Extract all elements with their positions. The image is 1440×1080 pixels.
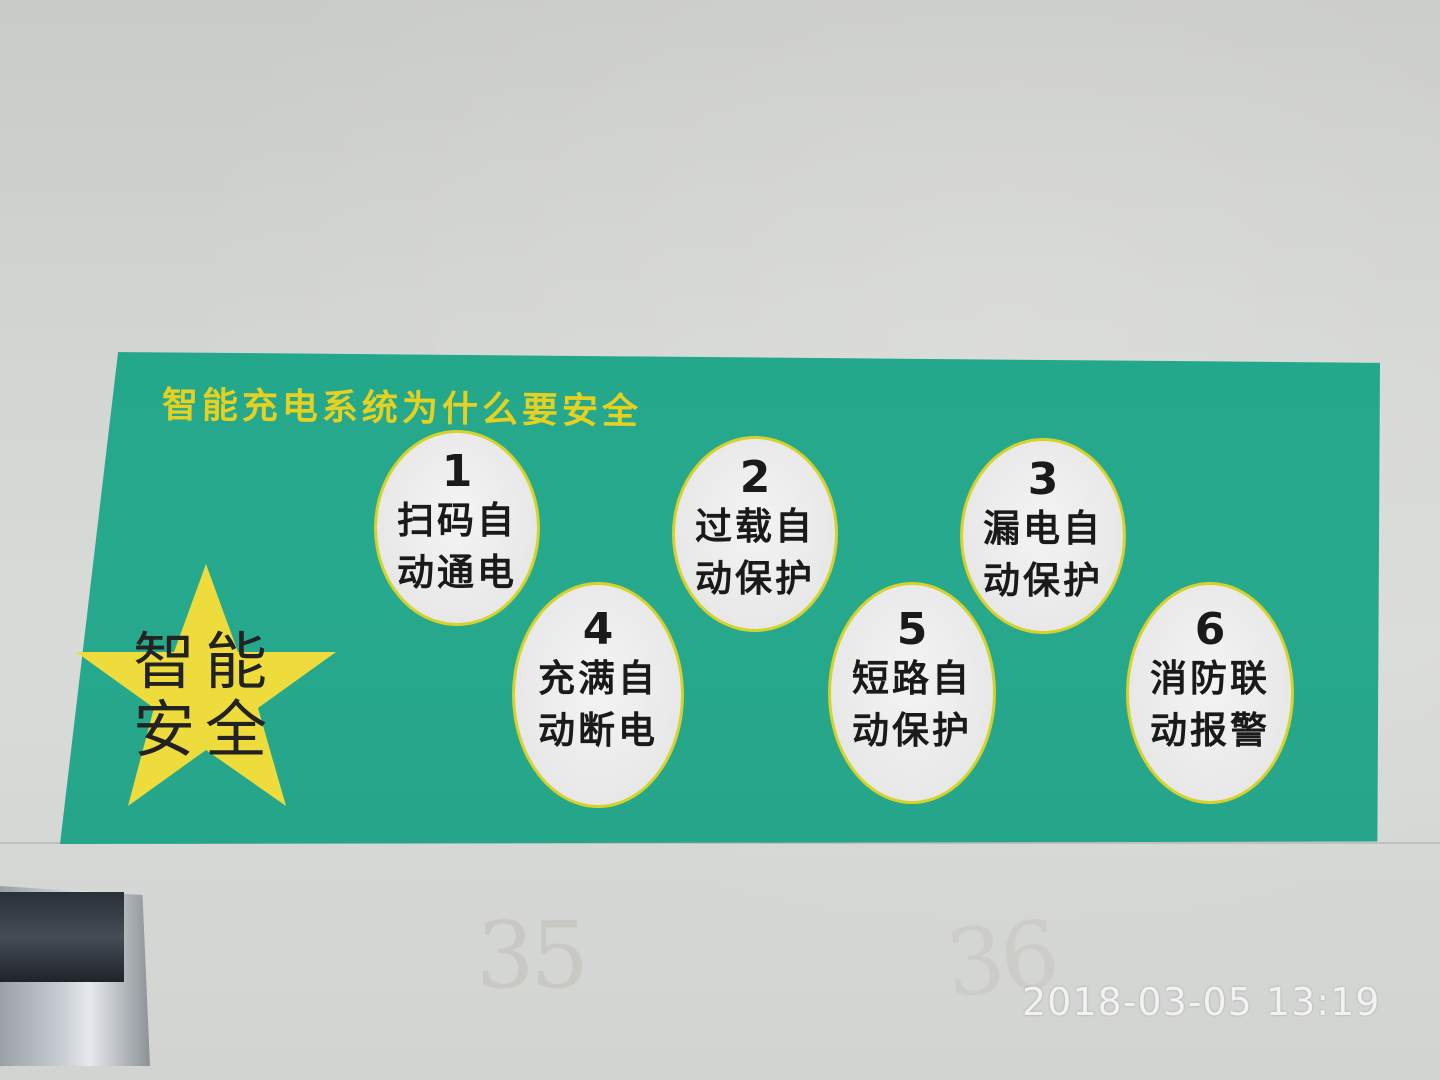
feature-text-line-1: 短路自 <box>852 657 972 700</box>
feature-number: 3 <box>1027 454 1059 505</box>
star-label-line-1: 智能 <box>132 625 277 698</box>
feature-text-line-1: 充满自 <box>538 657 658 700</box>
feature-oval-5: 5 短路自 动保护 <box>828 582 996 804</box>
feature-text-line-2: 动保护 <box>852 709 972 752</box>
star-label-line-2: 安全 <box>132 693 277 766</box>
feature-oval-3: 3 漏电自 动保护 <box>960 438 1126 634</box>
feature-oval-2: 2 过载自 动保护 <box>672 436 838 632</box>
feature-text-line-1: 消防联 <box>1150 657 1270 700</box>
feature-text-line-2: 动断电 <box>538 709 658 752</box>
feature-text-line-2: 动保护 <box>983 559 1103 602</box>
sign-title: 智能充电系统为什么要安全 <box>161 385 643 433</box>
feature-oval-6: 6 消防联 动报警 <box>1126 582 1294 804</box>
feature-text-line-1: 过载自 <box>695 505 815 548</box>
feature-oval-1: 1 扫码自 动通电 <box>374 430 540 626</box>
feature-text-line-2: 动通电 <box>397 551 517 594</box>
feature-text-line-2: 动保护 <box>695 557 815 600</box>
feature-number: 2 <box>739 452 771 503</box>
feature-oval-4: 4 充满自 动断电 <box>512 582 684 808</box>
wall-number-left: 35 <box>476 902 589 1009</box>
feature-text-line-1: 扫码自 <box>397 499 517 542</box>
wall-edge-line <box>0 842 1440 844</box>
feature-number: 4 <box>582 604 614 655</box>
feature-text-line-2: 动报警 <box>1150 709 1270 752</box>
feature-number: 1 <box>441 446 473 497</box>
star-icon <box>76 564 336 806</box>
feature-text-line-1: 漏电自 <box>983 507 1103 550</box>
feature-number: 5 <box>896 604 928 655</box>
feature-number: 6 <box>1194 604 1226 655</box>
star-label: 智能 安全 <box>120 628 290 764</box>
device-panel <box>0 892 124 982</box>
photo-timestamp: 2018-03-05 13:19 <box>1022 980 1381 1024</box>
